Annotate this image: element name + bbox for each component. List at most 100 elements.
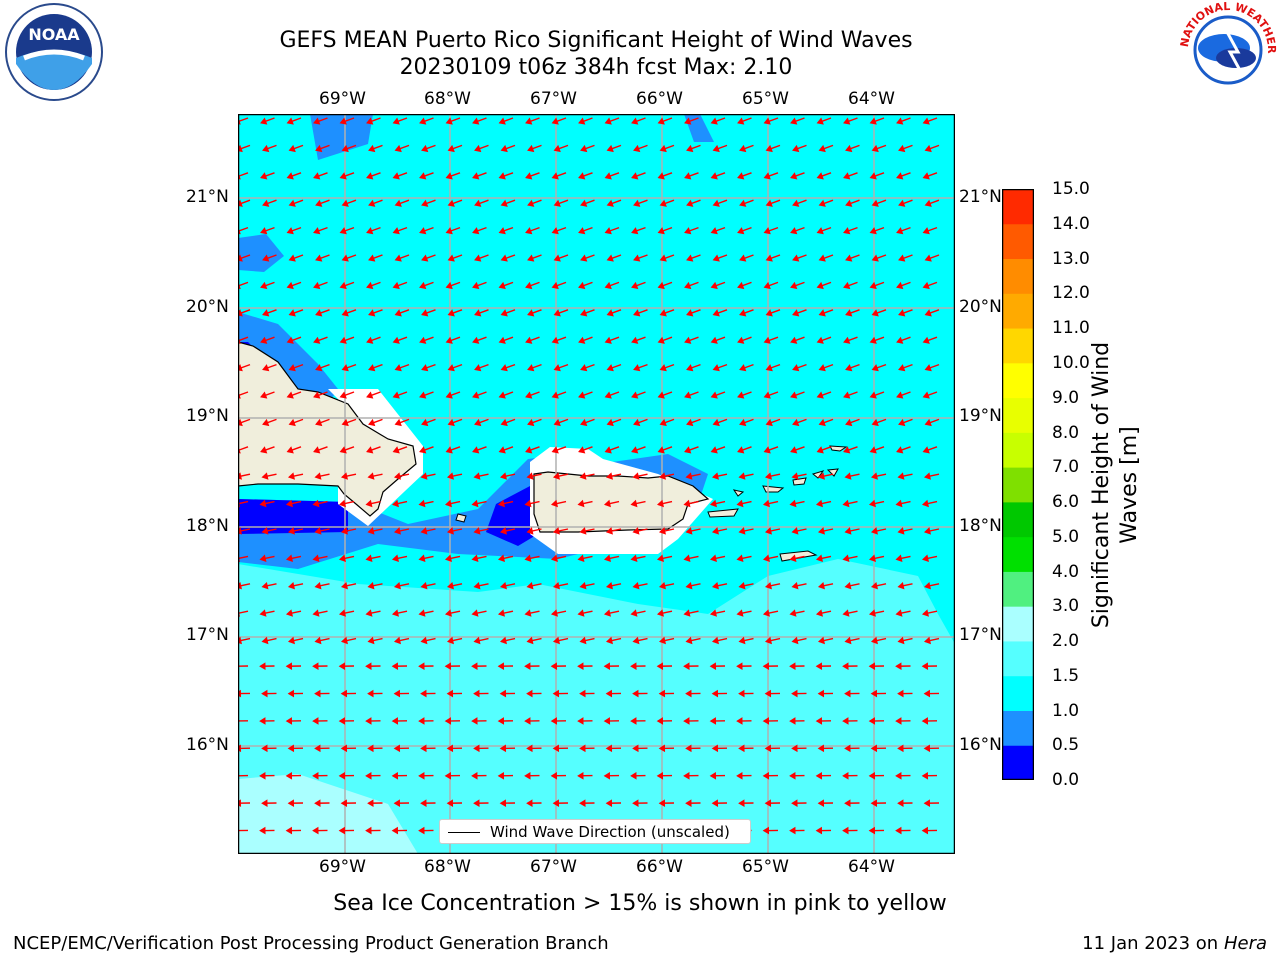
wave-arrow-head [871,144,879,153]
wave-arrow-head [711,472,719,480]
wave-arrow-head [870,636,878,645]
wave-arrow-head [711,799,719,807]
wave-arrow-head [552,581,560,590]
wave-arrow-head [871,364,879,372]
wave-arrow-head [896,446,904,454]
wave-arrow-head [712,309,720,317]
wave-arrow-head [445,172,453,180]
wave-arrow-head [844,636,852,645]
wave-arrow-head [445,446,453,454]
wave-arrow-head [921,826,929,835]
wave-arrow-head [868,554,876,563]
wave-arrow-head [447,199,455,207]
wave-arrow-head [658,689,666,698]
wave-arrow-head [789,554,797,563]
wave-arrow-head [420,472,428,480]
wave-arrow-head [789,771,796,780]
wave-arrow-head [921,499,929,508]
wave-arrow-head [656,771,664,780]
wave-arrow-head [368,199,376,207]
wave-arrow-head [526,636,534,645]
wave-arrow-head [551,117,559,125]
wave-arrow-head [524,609,532,617]
wave-arrow-head [288,364,296,372]
wave-arrow-head [580,254,588,262]
chart-subtitle: 20230109 t06z 384h fcst Max: 2.10 [399,55,793,80]
wave-arrow-head [313,336,321,344]
wave-arrow-head [285,662,293,670]
wave-arrow-head [339,172,347,180]
wave-arrow-head [791,636,799,645]
wave-arrow-head [338,662,346,670]
wave-arrow-head [921,717,929,725]
wave-arrow-head [738,799,745,807]
wave-arrow-head [684,227,692,235]
wave-arrow-head [922,446,930,454]
wave-arrow-head [683,771,690,780]
wave-arrow-head [762,771,770,780]
wave-arrow-head [605,472,613,480]
wave-arrow-head [578,172,586,180]
wave-arrow-head [500,418,508,427]
wave-arrow-head [764,689,772,698]
wave-arrow-head [339,391,347,399]
wave-arrow-head [818,144,826,153]
wave-arrow-head [287,581,295,590]
wave-arrow-head [711,527,719,535]
wave-arrow [238,500,249,505]
wave-arrow-head [526,744,533,753]
wave-arrow-head [842,717,849,725]
wave-arrow-head [630,554,638,563]
wave-arrow-head [791,472,799,480]
wave-arrow-head [868,662,876,670]
wave-arrow-head [471,554,479,563]
wave-arrow-head [898,364,906,372]
wave-arrow-head [444,609,452,617]
wave-arrow-head [739,309,747,317]
wave-arrow-head [923,581,931,590]
wave-arrow-head [499,472,507,480]
wave-arrow-head [606,254,614,262]
wave-arrow-head [815,826,823,835]
wave-arrow-head [313,117,321,125]
wave-arrow-head [314,744,321,753]
wave-arrow-head [365,499,373,508]
wave-arrow-head [553,199,561,207]
wave-arrow-head [447,144,455,153]
wave-arrow-head [922,281,930,290]
wave-arrow-head [420,527,428,535]
wave-arrow-head [500,364,508,372]
wave-arrow-head [315,418,323,427]
wave-arrow-head [815,554,823,563]
wave-arrow-head [472,281,480,290]
wave-arrow-head [659,254,667,262]
wave-arrow-head [922,172,930,180]
wave-arrow-head [845,309,853,317]
colorbar-segment [1002,189,1034,225]
wave-arrow-head [338,499,346,508]
wave-arrow-head [550,662,558,670]
colorbar-label: Significant Height of Wind Waves [m] [1088,335,1144,635]
wave-arrow-head [895,609,903,617]
colorbar-segment [1002,328,1034,364]
wave-arrow-head [420,581,428,590]
wave-arrow-head [844,799,851,807]
wave-arrow-head [312,771,319,780]
wave-arrow-head [764,744,772,753]
colorbar-segment [1002,362,1034,399]
wave-arrow-head [526,799,533,807]
wave-arrow-head [765,144,773,153]
wave-arrow-head [924,418,932,427]
wave-arrow-head [259,717,266,725]
wave-arrow-head [499,527,507,535]
wave-arrow-head [553,254,561,262]
lat-label-left: 16°N [186,735,229,755]
colorbar-segment [1002,501,1034,538]
wave-arrow-head [421,254,429,262]
wave-arrow-head [686,309,694,317]
wave-arrow-head [392,391,400,399]
wave-arrow-head [657,117,665,125]
wave-arrow-head [285,499,293,508]
wave-arrow-head [603,771,611,780]
wave-arrow-head [393,472,401,480]
